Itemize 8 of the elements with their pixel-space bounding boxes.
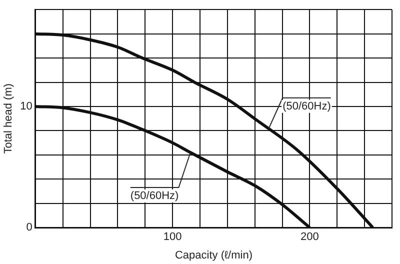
annotation: (50/60Hz) <box>282 100 331 112</box>
y-tick-label: 0 <box>26 222 32 234</box>
y-axis-title: Total head (m) <box>2 83 15 154</box>
annotation: (50/60Hz) <box>130 190 179 202</box>
y-tick-label: 10 <box>20 100 32 113</box>
x-tick-label: 100 <box>163 231 182 244</box>
x-axis-title: Capacity (ℓ/min) <box>174 249 252 262</box>
x-tick-label: 200 <box>300 231 319 244</box>
